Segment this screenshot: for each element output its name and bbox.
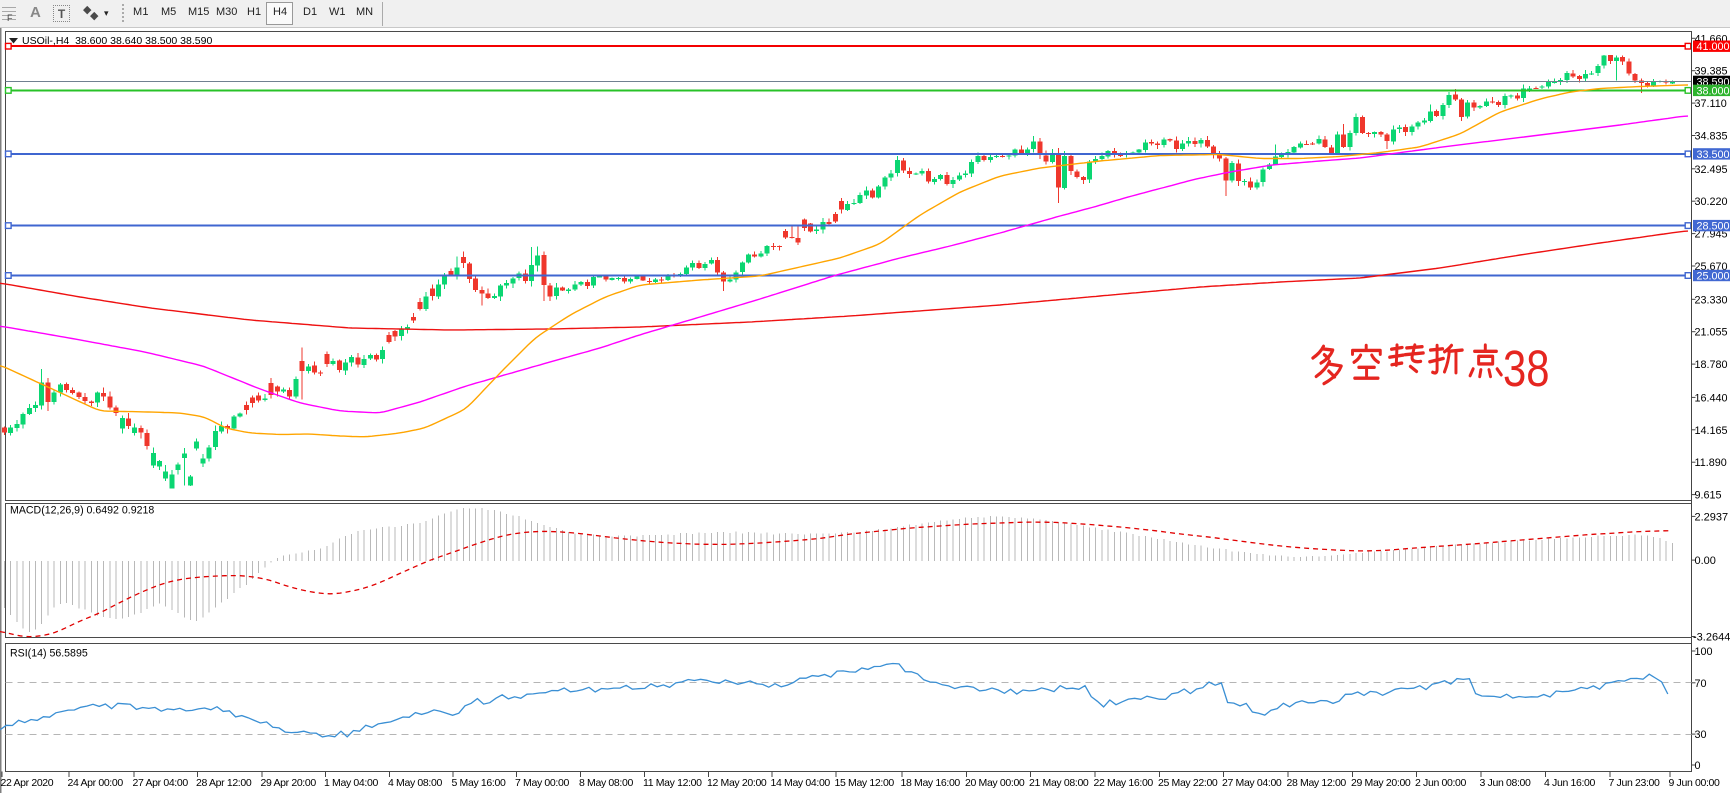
svg-text:5 May 16:00: 5 May 16:00 [452,777,506,789]
svg-text:27 Apr 04:00: 27 Apr 04:00 [133,777,189,789]
svg-text:3 Jun 08:00: 3 Jun 08:00 [1480,777,1532,789]
svg-text:29 May 20:00: 29 May 20:00 [1351,777,1411,789]
svg-text:-3.2644: -3.2644 [1693,632,1730,644]
svg-text:33.500: 33.500 [1697,149,1730,161]
svg-text:22 Apr 2020: 22 Apr 2020 [1,777,54,789]
svg-text:25.000: 25.000 [1697,271,1730,283]
svg-text:41.000: 41.000 [1697,41,1730,53]
svg-text:38: 38 [1503,340,1550,397]
svg-text:0.00: 0.00 [1695,555,1716,567]
svg-text:22 May 16:00: 22 May 16:00 [1094,777,1154,789]
svg-text:4 May 08:00: 4 May 08:00 [388,777,442,789]
svg-text:9.615: 9.615 [1695,490,1722,502]
svg-text:70: 70 [1695,678,1707,690]
svg-text:25 May 22:00: 25 May 22:00 [1158,777,1218,789]
svg-text:38.000: 38.000 [1697,85,1730,97]
svg-text:USOil-,H4 38.600 38.640 38.50: USOil-,H4 38.600 38.640 38.500 38.590 [22,35,212,47]
svg-text:18.780: 18.780 [1695,359,1728,371]
svg-text:11.890: 11.890 [1695,457,1727,469]
svg-text:11 May 12:00: 11 May 12:00 [643,777,702,789]
svg-text:32.495: 32.495 [1695,164,1728,176]
svg-text:2 Jun 00:00: 2 Jun 00:00 [1415,777,1467,789]
svg-text:39.385: 39.385 [1695,66,1728,78]
svg-text:2.2937: 2.2937 [1695,511,1729,523]
svg-text:21 May 08:00: 21 May 08:00 [1029,777,1089,789]
svg-text:18 May 16:00: 18 May 16:00 [901,777,961,789]
svg-text:29 Apr 20:00: 29 Apr 20:00 [261,777,317,789]
svg-text:28 Apr 12:00: 28 Apr 12:00 [196,777,252,789]
svg-text:100: 100 [1695,646,1713,658]
svg-text:30.220: 30.220 [1695,196,1728,208]
svg-text:28 May 12:00: 28 May 12:00 [1287,777,1347,789]
svg-text:MACD(12,26,9) 0.6492 0.9218: MACD(12,26,9) 0.6492 0.9218 [10,505,154,517]
svg-text:14 May 04:00: 14 May 04:00 [771,777,831,789]
svg-text:RSI(14) 56.5895: RSI(14) 56.5895 [10,648,88,660]
svg-text:23.330: 23.330 [1695,294,1728,306]
svg-text:21.055: 21.055 [1695,327,1728,339]
svg-text:16.440: 16.440 [1695,392,1728,404]
svg-text:37.110: 37.110 [1695,98,1727,110]
svg-text:8 May 08:00: 8 May 08:00 [579,777,633,789]
svg-text:20 May 00:00: 20 May 00:00 [965,777,1025,789]
svg-text:1 May 04:00: 1 May 04:00 [324,777,378,789]
svg-text:24 Apr 00:00: 24 Apr 00:00 [68,777,124,789]
svg-text:7 May 00:00: 7 May 00:00 [515,777,569,789]
svg-text:14.165: 14.165 [1695,425,1728,437]
svg-text:30: 30 [1695,729,1707,741]
svg-text:27 May 04:00: 27 May 04:00 [1222,777,1282,789]
svg-text:12 May 20:00: 12 May 20:00 [707,777,767,789]
svg-text:9 Jun 00:00: 9 Jun 00:00 [1669,777,1721,789]
svg-text:0: 0 [1695,760,1701,772]
svg-text:27.945: 27.945 [1695,229,1728,241]
svg-text:7 Jun 23:00: 7 Jun 23:00 [1609,777,1661,789]
svg-text:15 May 12:00: 15 May 12:00 [835,777,895,789]
svg-text:4 Jun 16:00: 4 Jun 16:00 [1544,777,1596,789]
svg-text:34.835: 34.835 [1695,131,1728,143]
svg-text:28.500: 28.500 [1697,221,1730,233]
